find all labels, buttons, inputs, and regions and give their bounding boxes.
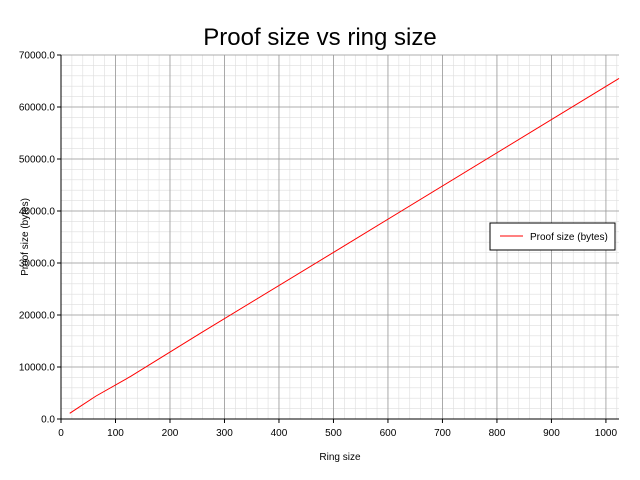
y-tick-label: 10000.0 (19, 363, 56, 374)
x-tick-label: 1000 (595, 428, 618, 439)
x-tick-label: 900 (543, 428, 560, 439)
y-tick-label: 40000.0 (19, 207, 56, 218)
y-axis-label: Proof size (bytes) (20, 198, 31, 276)
x-tick-label: 700 (434, 428, 451, 439)
x-tick-label: 0 (58, 428, 64, 439)
chart-title: Proof size vs ring size (203, 24, 436, 51)
legend-label: Proof size (bytes) (530, 232, 608, 243)
y-tick-label: 30000.0 (19, 259, 56, 270)
series-line (69, 77, 620, 414)
x-tick-label: 400 (271, 428, 288, 439)
legend-box (489, 222, 616, 251)
x-tick-label: 500 (325, 428, 342, 439)
y-tick-label: 70000.0 (19, 51, 56, 62)
legend: Proof size (bytes) (489, 222, 616, 251)
y-tick-label: 20000.0 (19, 311, 56, 322)
x-tick-label: 300 (216, 428, 233, 439)
x-tick-label: 100 (107, 428, 124, 439)
plot-area: 0 100 200 300 400 500 600 700 800 900 10000.010000… (19, 51, 620, 439)
x-tick-label: 600 (380, 428, 397, 439)
y-tick-label: 60000.0 (19, 103, 56, 114)
y-tick-label: 0.0 (41, 415, 55, 426)
y-tick-label: 50000.0 (19, 155, 56, 166)
x-tick-label: 200 (162, 428, 179, 439)
x-tick-label: 800 (489, 428, 506, 439)
x-axis-label: Ring size (319, 452, 361, 463)
